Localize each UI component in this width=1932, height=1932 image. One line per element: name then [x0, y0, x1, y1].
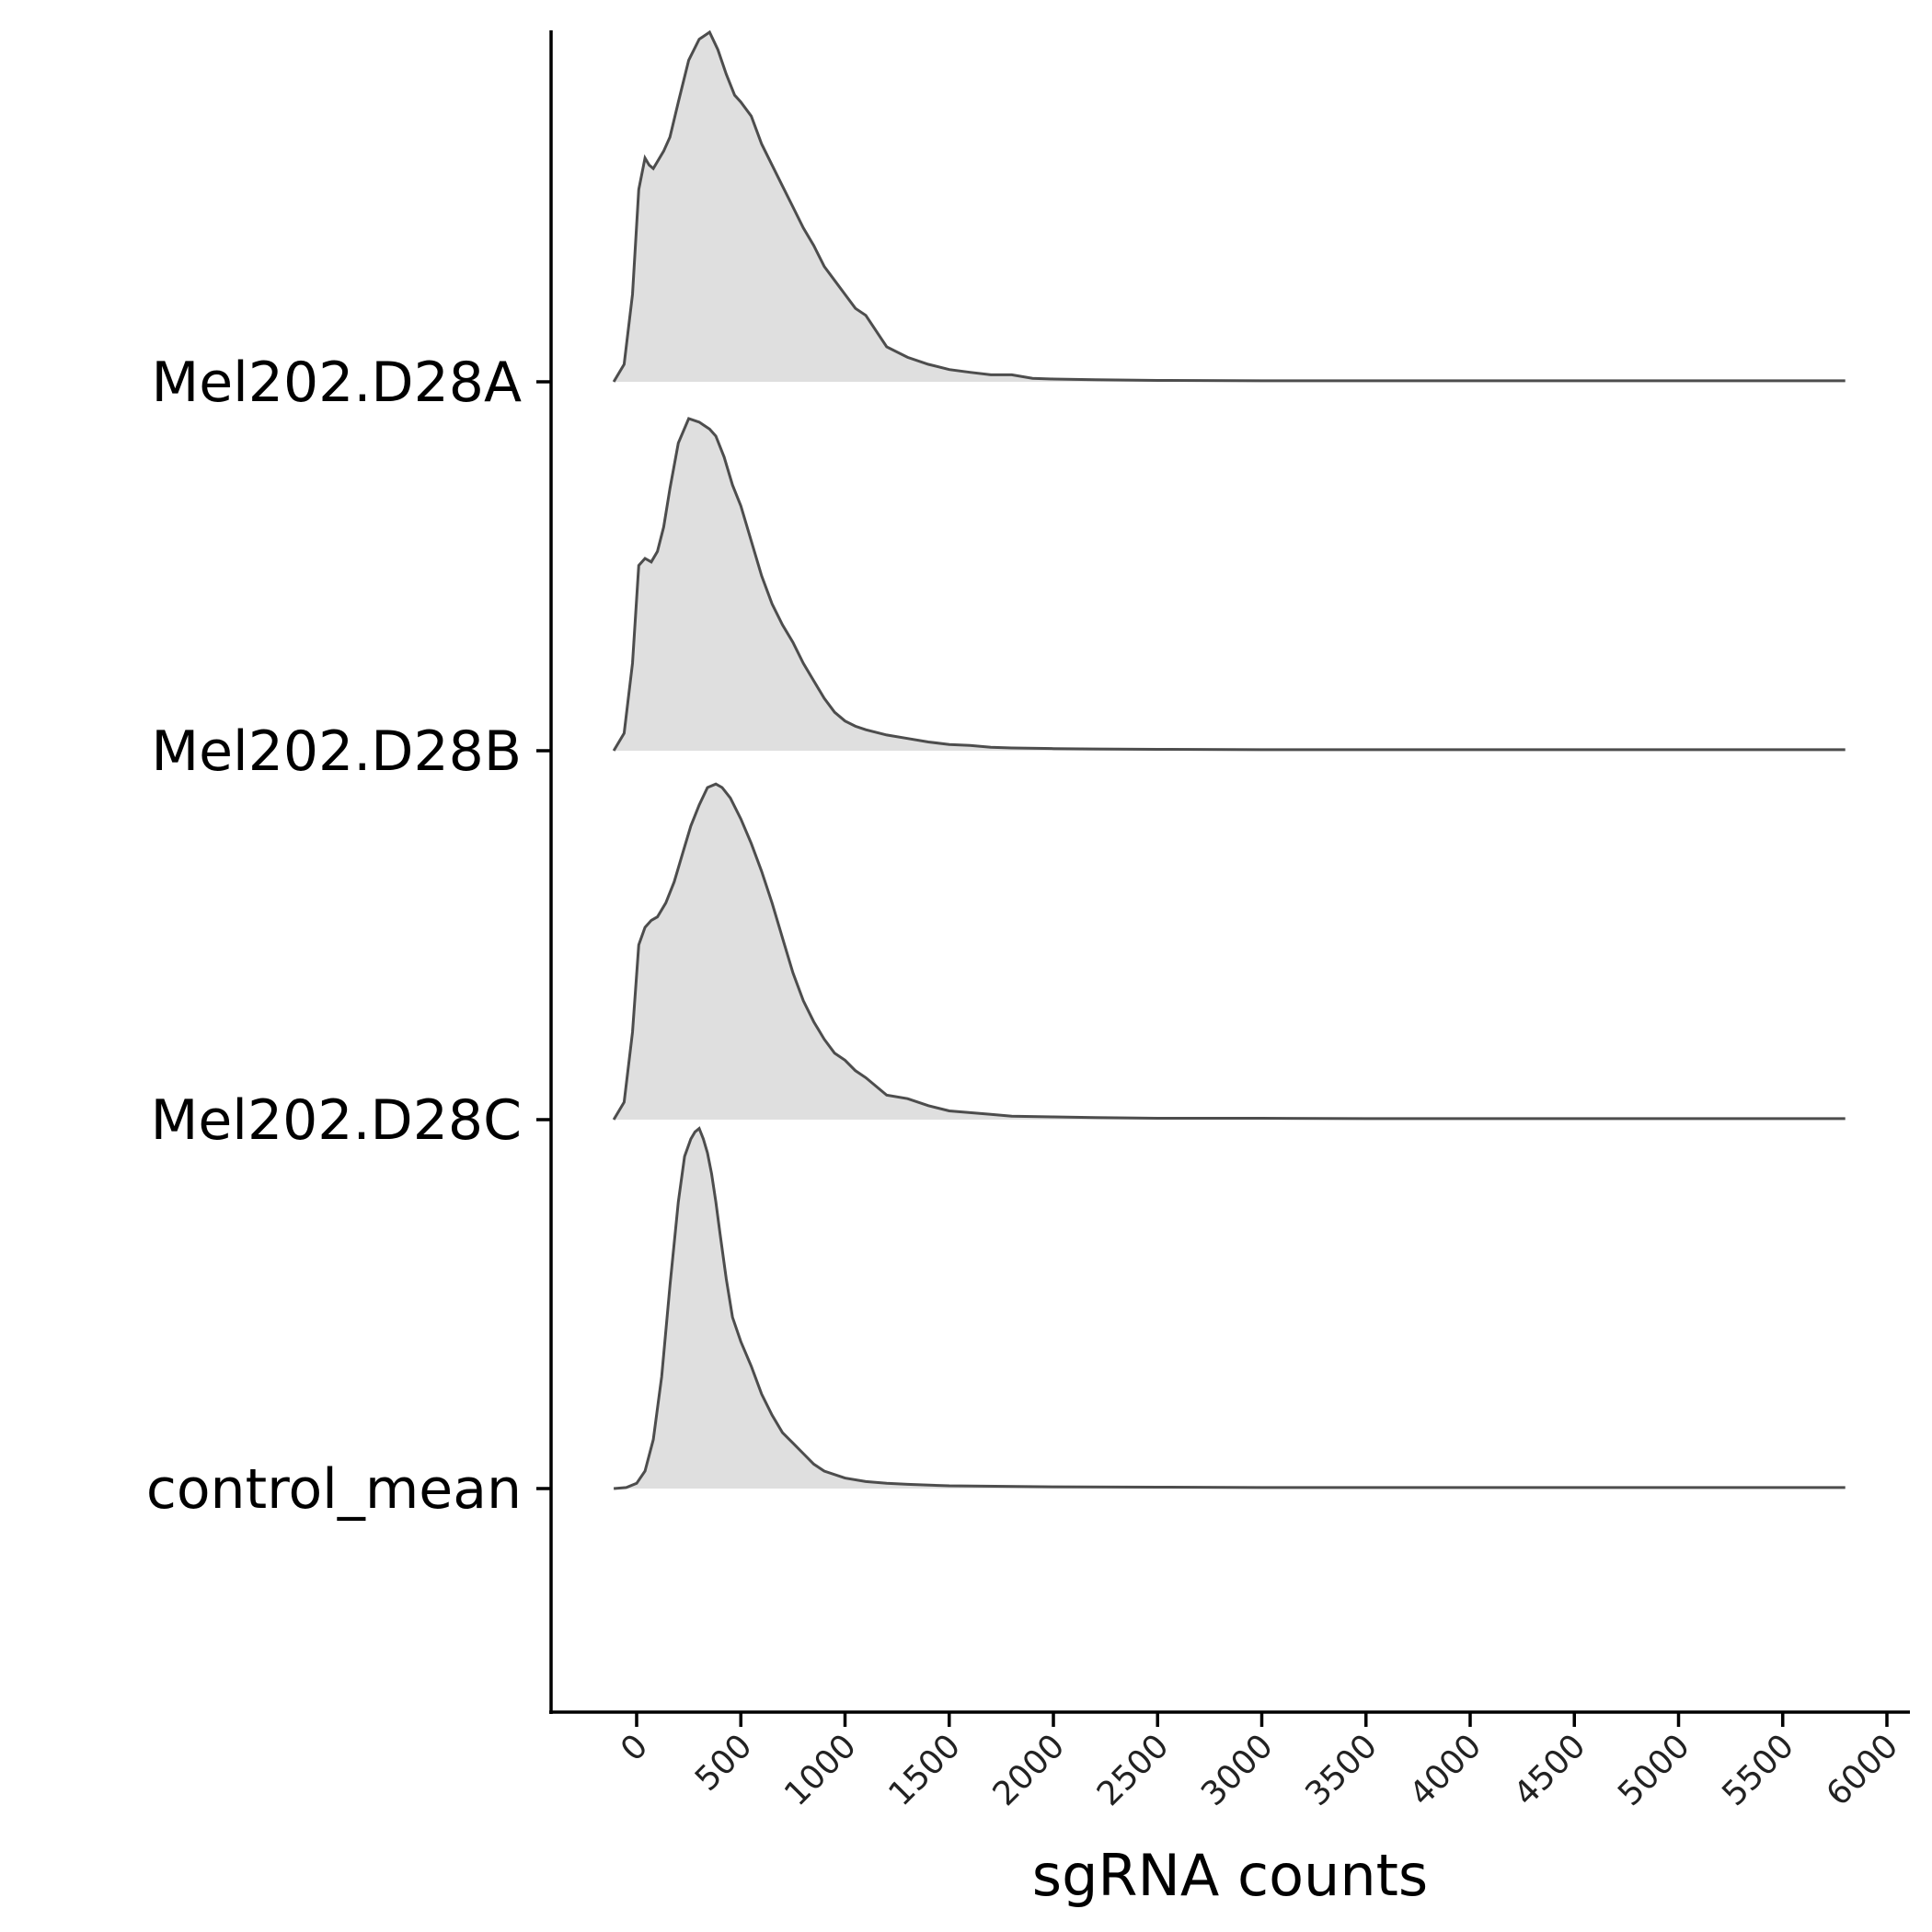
- ridge-area-Mel202.D28C: [614, 784, 1846, 1120]
- x-tick-label: 3000: [1194, 1727, 1281, 1813]
- x-tick-label: 500: [688, 1727, 760, 1799]
- y-tick-label: Mel202.D28C: [151, 1088, 522, 1153]
- x-tick-label: 3500: [1298, 1727, 1385, 1813]
- x-tick-label: 0: [614, 1727, 655, 1768]
- ridges-layer: [612, 29, 1846, 1490]
- y-axis-ticks: Mel202.D28A Mel202.D28B Mel202.D28C control…: [146, 351, 551, 1522]
- ridge-line-Mel202.D28B: [612, 417, 1846, 752]
- x-axis-ticks: 0 500 1000 1500 2000 2500 3000 3500 4000 4500 5000…: [614, 1712, 1905, 1813]
- y-tick-label: control_mean: [146, 1457, 522, 1522]
- ridge-area-control_mean: [614, 1128, 1846, 1489]
- ridge-line-control_mean: [613, 1126, 1846, 1490]
- ridge-line-Mel202.D28C: [612, 782, 1846, 1121]
- ridge-area-Mel202.D28A: [614, 32, 1846, 382]
- x-tick-label: 4000: [1403, 1727, 1489, 1813]
- x-tick-label: 2500: [1090, 1727, 1177, 1813]
- x-axis-title: sgRNA counts: [1032, 1842, 1428, 1909]
- x-tick-label: 5000: [1611, 1727, 1697, 1813]
- x-tick-label: 6000: [1820, 1727, 1906, 1813]
- x-tick-label: 2000: [986, 1727, 1073, 1813]
- y-tick-label: Mel202.D28B: [151, 719, 522, 784]
- ridge-area-Mel202.D28B: [614, 419, 1846, 751]
- ridge-line-Mel202.D28A: [612, 29, 1846, 383]
- x-tick-label: 5500: [1715, 1727, 1801, 1813]
- y-tick-label: Mel202.D28A: [151, 351, 522, 415]
- x-tick-label: 1000: [777, 1727, 864, 1813]
- x-tick-label: 4500: [1507, 1727, 1593, 1813]
- x-tick-label: 1500: [881, 1727, 968, 1813]
